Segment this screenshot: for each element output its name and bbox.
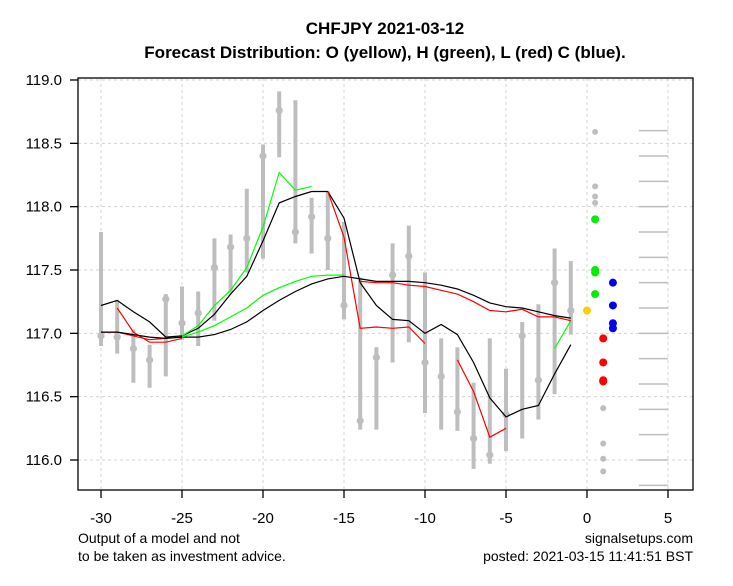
x-tick-label: -10 [414,510,436,527]
series-slow-red [360,280,571,322]
forecast-high-extreme-dot [592,199,599,206]
y-tick-label: 118.5 [26,135,62,152]
y-tick-label: 117.5 [26,262,62,279]
forecast-points [583,128,617,475]
x-tick-label: -20 [252,510,274,527]
close-dot [129,344,137,353]
forecast-low-extreme-dot [600,455,607,462]
forecast-close-dot [608,278,617,287]
close-dot [486,451,494,459]
forecast-low-dot [599,334,608,343]
forecast-close-dot [608,324,617,333]
forecast-low-extreme-dot [600,468,607,475]
x-axis: -30 -25 -20 -15 -10 -5 0 5 [90,490,672,527]
close-dot [356,417,364,425]
forecast-high-extreme-dot [592,183,599,190]
close-dot [421,358,429,367]
series-slow-black [101,275,571,340]
close-dot [227,243,235,251]
x-tick-label: -25 [171,510,193,527]
site-label: signalsetups.com [585,530,693,546]
close-dot [567,306,575,315]
y-tick-label: 118.0 [26,199,62,216]
close-dot [275,106,283,115]
close-dot [551,279,559,287]
close-dot [291,228,299,236]
x-tick-label: 0 [583,510,591,527]
close-dot [518,332,526,340]
series-fast-green-2 [554,320,572,349]
distribution-levels [638,129,668,487]
forecast-high-dot [591,215,600,224]
disclaimer-line-2: to be taken as investment advice. [78,548,286,564]
close-dot [210,263,218,272]
close-dot [178,319,186,327]
y-tick-label: 117.0 [26,325,62,342]
plot-frame [77,77,694,491]
chart-subtitle: Forecast Distribution: O (yellow), H (gr… [144,43,625,62]
forecast-high-extreme-dot [592,128,599,135]
close-dot [340,301,348,310]
disclaimer-line-1: Output of a model and not [78,530,240,546]
forecast-low-extreme-dot [600,440,607,447]
close-dot [437,372,445,381]
forecast-high-dot [591,268,600,277]
series-fast-green-1 [181,171,312,337]
close-dot [324,234,332,242]
history-bars [97,91,575,469]
close-dot [389,271,397,279]
forecast-high-dot [591,290,600,299]
close-dot [97,332,105,340]
forecast-low-dot [599,377,608,386]
x-tick-label: 5 [664,510,672,527]
y-tick-label: 119.0 [26,72,62,89]
close-dot [194,309,202,317]
forecast-high-extreme-dot [592,193,599,200]
x-tick-label: -30 [90,510,112,527]
close-dot [372,353,380,362]
series-fast-red-4 [456,359,507,439]
x-tick-label: -15 [333,510,355,527]
close-dot [243,234,251,242]
posted-timestamp: posted: 2021-03-15 11:41:51 BST [483,548,693,564]
close-dot [259,152,267,160]
close-dot [470,434,478,443]
close-dot [113,333,121,341]
y-axis: 116.0 116.5 117.0 117.5 118.0 118.5 119.0 [26,72,78,469]
y-tick-label: 116.5 [26,389,62,406]
series-fast-red-3 [327,191,426,344]
indicator-lines [100,171,572,439]
forecast-low-extreme-dot [600,405,607,412]
close-dot [453,408,461,416]
forecast-low-dot [599,358,608,367]
series-fast-red-2 [116,307,183,343]
series-slow-green [181,274,344,338]
close-dot [146,356,154,364]
forecast-open-dot [583,306,591,315]
chart-title: CHFJPY 2021-03-12 [306,19,464,38]
y-tick-label: 116.0 [26,452,62,469]
close-dot [534,376,543,384]
grid [78,78,693,490]
close-dot [308,213,316,221]
close-dot [162,295,170,303]
close-dot [405,252,413,260]
series-fast-black [100,190,572,418]
forecast-close-dot [608,301,617,310]
x-tick-label: -5 [499,510,512,527]
